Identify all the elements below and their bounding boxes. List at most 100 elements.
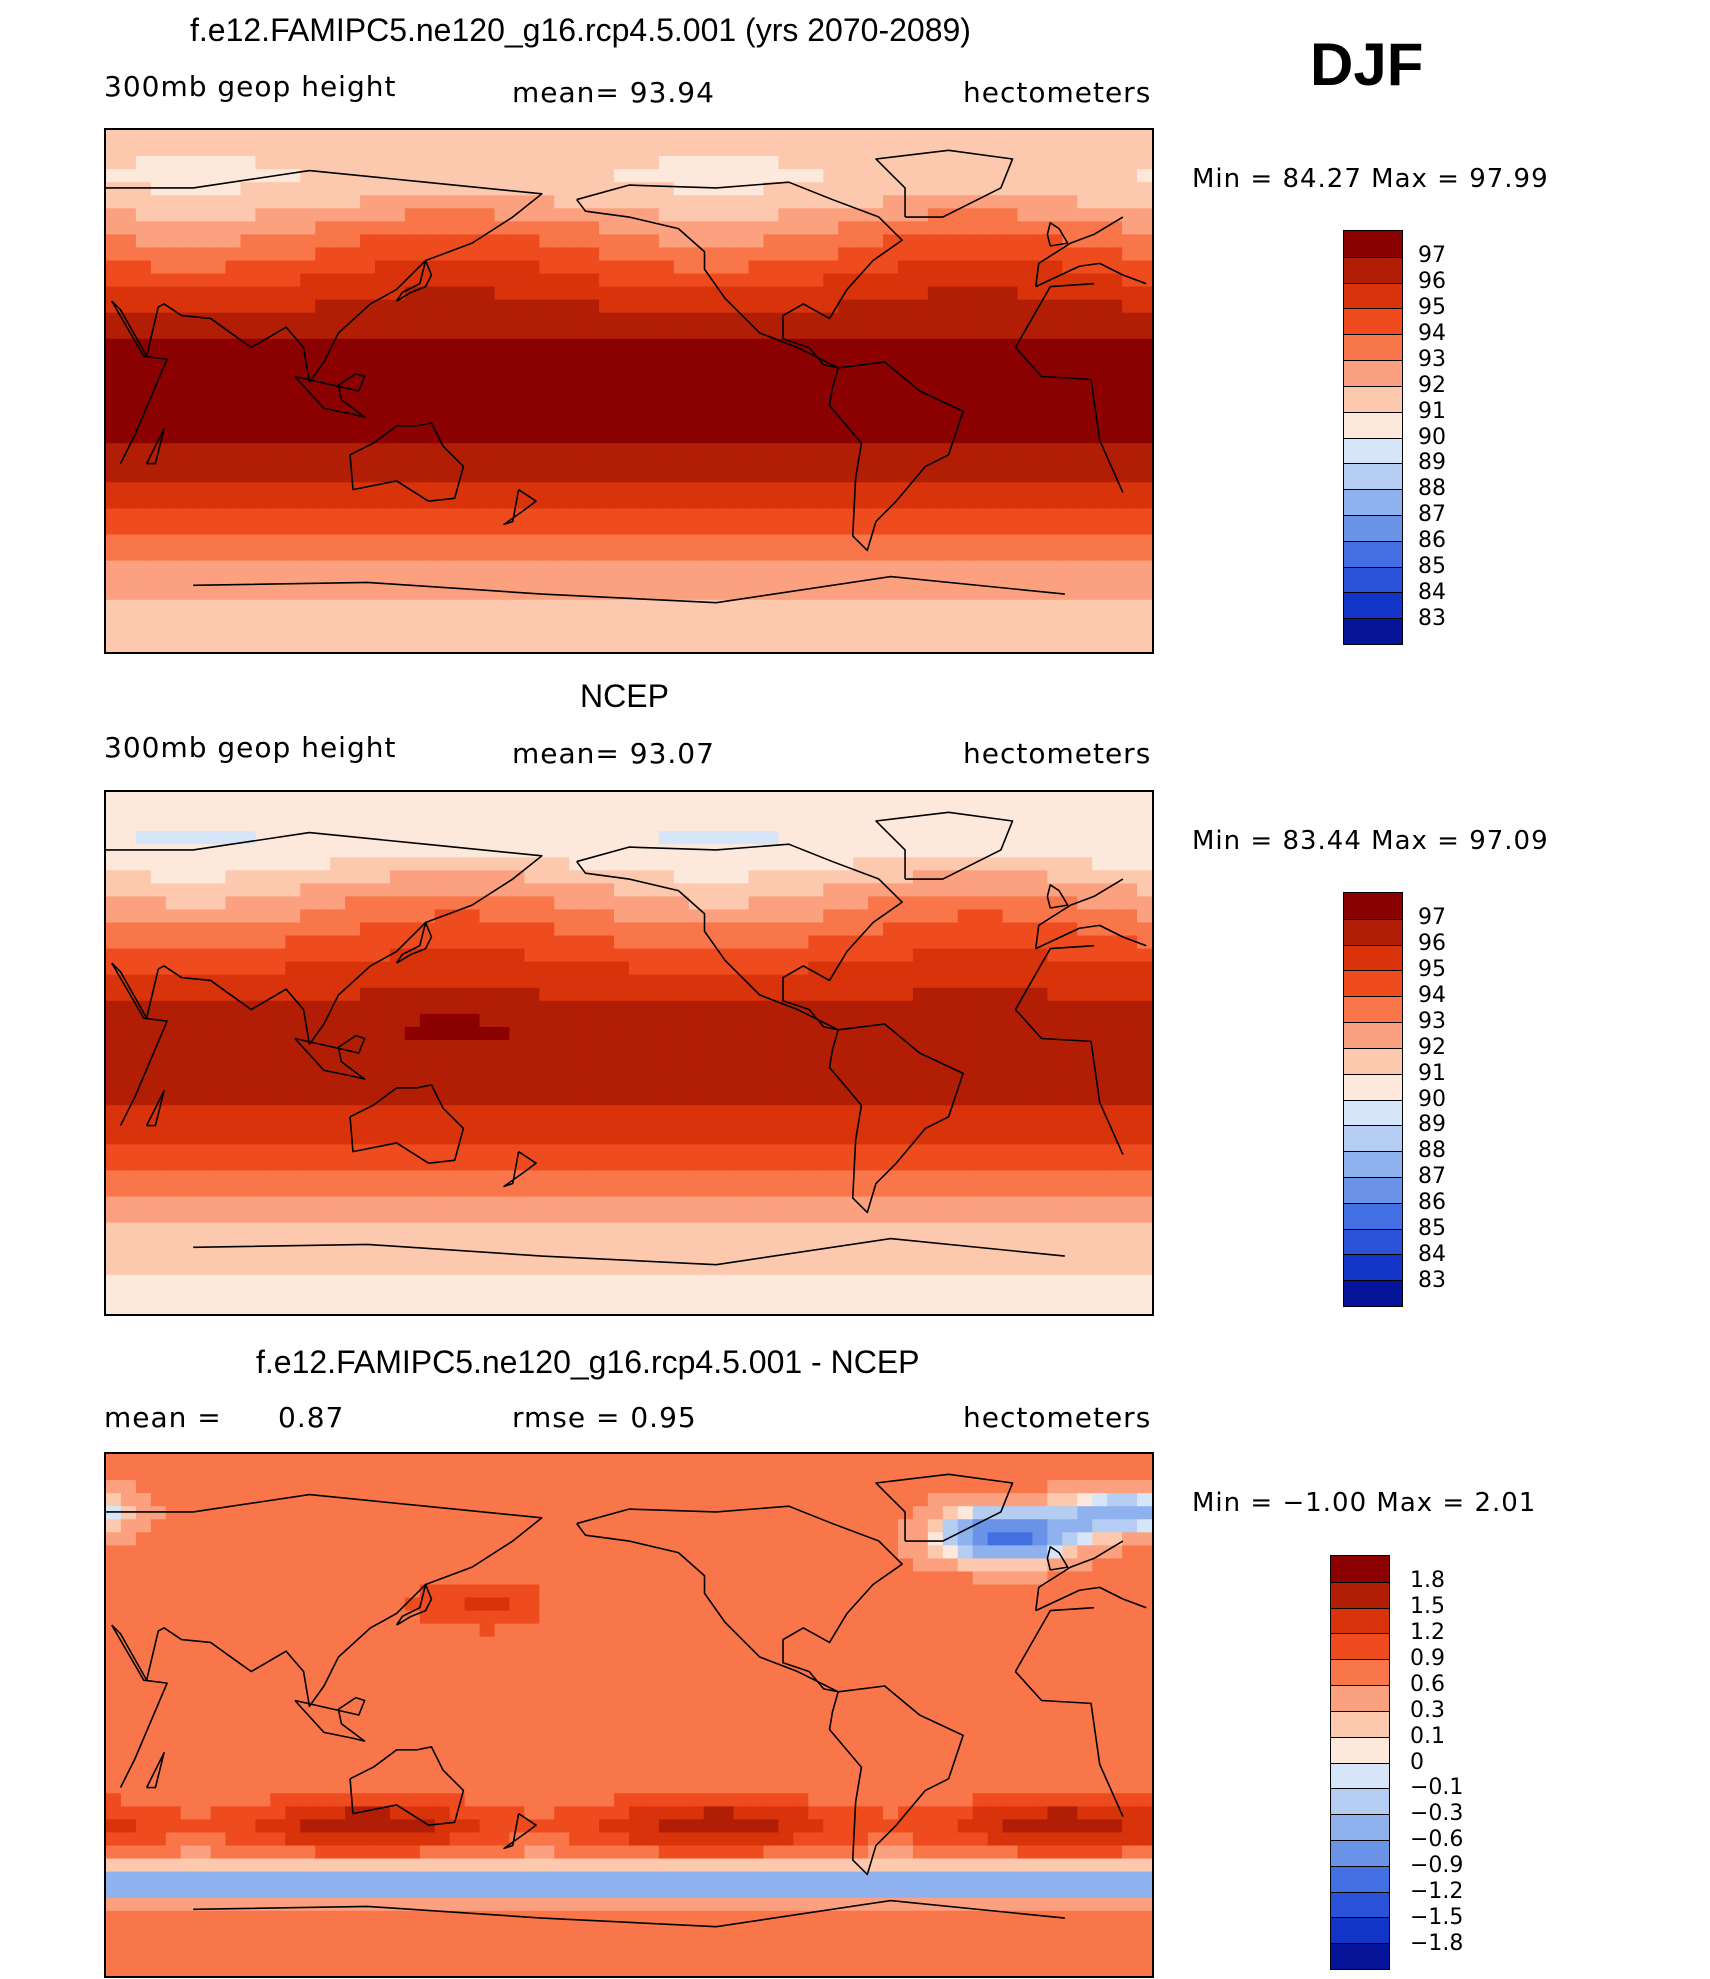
contour-cell xyxy=(210,1079,227,1093)
contour-cell xyxy=(300,286,316,301)
contour-cell xyxy=(778,792,794,806)
contour-cell xyxy=(793,482,809,496)
contour-cell xyxy=(180,1274,197,1289)
contour-cell xyxy=(868,961,884,976)
contour-cell xyxy=(629,1196,645,1211)
contour-cell xyxy=(778,638,794,652)
contour-cell xyxy=(1092,534,1108,549)
contour-cell xyxy=(584,534,600,549)
contour-cell xyxy=(479,495,496,510)
contour-cell xyxy=(688,182,705,196)
contour-cell xyxy=(629,1300,645,1314)
contour-cell xyxy=(330,1157,346,1172)
contour-cell xyxy=(718,831,735,845)
contour-cell xyxy=(330,182,346,196)
contour-cell xyxy=(165,534,182,549)
contour-cell xyxy=(419,974,436,989)
contour-cell xyxy=(688,482,705,496)
contour-cell xyxy=(987,417,1004,431)
contour-cell xyxy=(554,857,570,871)
contour-cell xyxy=(509,377,525,392)
contour-cell xyxy=(539,273,555,288)
contour-cell xyxy=(808,612,824,627)
contour-cell xyxy=(494,247,511,262)
contour-cell xyxy=(315,547,331,562)
contour-cell xyxy=(823,1300,839,1314)
contour-cell xyxy=(972,325,989,340)
contour-cell xyxy=(793,443,809,457)
contour-cell xyxy=(150,1079,167,1093)
contour-cell xyxy=(434,1000,451,1015)
contour-cell xyxy=(509,1000,525,1015)
contour-cell xyxy=(778,1026,794,1041)
contour-cell xyxy=(464,1013,481,1028)
contour-cell xyxy=(464,404,481,418)
contour-cell xyxy=(629,521,645,536)
contour-cell xyxy=(1077,495,1093,510)
contour-cell xyxy=(733,1066,750,1080)
contour-cell xyxy=(599,404,615,418)
contour-cell xyxy=(778,857,794,871)
contour-cell xyxy=(629,247,645,262)
contour-cell xyxy=(1017,547,1034,562)
contour-cell xyxy=(360,1118,376,1132)
contour-cell xyxy=(300,534,316,549)
contour-cell xyxy=(389,974,406,989)
contour-cell xyxy=(793,521,809,536)
contour-cell xyxy=(554,586,570,601)
contour-cell xyxy=(838,456,854,470)
contour-cell xyxy=(673,599,690,614)
contour-cell xyxy=(793,534,809,549)
contour-cell xyxy=(853,1183,869,1198)
coastline xyxy=(111,282,1124,493)
contour-cell xyxy=(285,1196,301,1211)
contour-cell xyxy=(449,987,466,1002)
contour-cell xyxy=(703,844,720,858)
contour-cell xyxy=(838,1039,854,1054)
contour-cell xyxy=(763,1170,780,1185)
contour-cell xyxy=(853,909,869,924)
contour-cell xyxy=(823,208,839,222)
contour-cell xyxy=(733,1235,750,1250)
contour-cell xyxy=(957,377,974,392)
contour-cell xyxy=(599,377,615,392)
contour-cell xyxy=(240,286,257,301)
contour-cell xyxy=(733,896,750,911)
contour-cell xyxy=(748,599,765,614)
contour-cell xyxy=(479,286,496,301)
contour-cell xyxy=(853,883,869,897)
contour-cell xyxy=(957,560,974,575)
contour-cell xyxy=(673,896,690,911)
contour-cell xyxy=(106,404,122,418)
contour-cell xyxy=(718,1222,735,1237)
contour-cell xyxy=(673,338,690,353)
contour-cell xyxy=(808,495,824,510)
contour-cell xyxy=(419,1026,436,1041)
contour-cell xyxy=(449,1079,466,1093)
contour-cell xyxy=(165,586,182,601)
contour-cell xyxy=(1032,573,1048,588)
contour-cell xyxy=(165,792,182,806)
panel1-title: f.e12.FAMIPC5.ne120_g16.rcp4.5.001 (yrs … xyxy=(190,12,971,48)
contour-cell xyxy=(793,273,809,288)
contour-cell xyxy=(688,1066,705,1080)
contour-cell xyxy=(360,351,376,366)
contour-cell xyxy=(643,156,660,170)
contour-cell xyxy=(838,1183,854,1198)
contour-cell xyxy=(419,1092,436,1106)
contour-cell xyxy=(315,234,331,249)
contour-cell xyxy=(883,443,899,457)
contour-cell xyxy=(1107,573,1123,588)
contour-cell xyxy=(614,482,630,496)
contour-cell xyxy=(927,417,944,431)
contour-cell xyxy=(165,1053,182,1067)
contour-cell xyxy=(389,599,406,614)
contour-cell xyxy=(464,469,481,483)
contour-cell xyxy=(315,1105,331,1119)
contour-cell xyxy=(569,1287,585,1302)
contour-cell xyxy=(629,1131,645,1145)
contour-cell xyxy=(733,1209,750,1224)
contour-cell xyxy=(360,857,376,871)
contour-cell xyxy=(1122,169,1138,183)
contour-cell xyxy=(718,1144,735,1158)
